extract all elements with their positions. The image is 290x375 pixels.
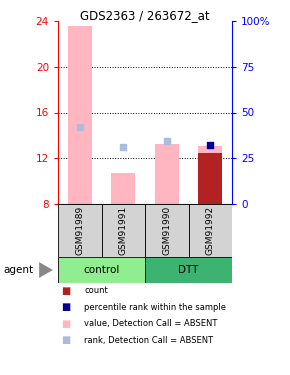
Text: GSM91991: GSM91991 [119, 206, 128, 255]
Point [121, 144, 126, 150]
Bar [198, 146, 222, 204]
Bar [198, 153, 222, 204]
Point [77, 124, 82, 130]
Text: GSM91990: GSM91990 [162, 206, 171, 255]
Text: ■: ■ [61, 302, 70, 312]
Text: DTT: DTT [178, 265, 199, 275]
Text: value, Detection Call = ABSENT: value, Detection Call = ABSENT [84, 319, 218, 328]
Text: control: control [83, 265, 120, 275]
Bar [155, 144, 179, 204]
Text: count: count [84, 286, 108, 295]
Text: GDS2363 / 263672_at: GDS2363 / 263672_at [80, 9, 210, 22]
Text: percentile rank within the sample: percentile rank within the sample [84, 303, 226, 312]
Text: ■: ■ [61, 319, 70, 328]
Point [164, 138, 169, 144]
Polygon shape [39, 262, 53, 278]
Bar [58, 204, 102, 257]
Bar [188, 204, 232, 257]
Bar [145, 257, 232, 283]
Text: GSM91989: GSM91989 [75, 206, 84, 255]
Bar [68, 26, 92, 204]
Bar [58, 257, 145, 283]
Bar [145, 204, 188, 257]
Text: ■: ■ [61, 335, 70, 345]
Text: agent: agent [3, 265, 33, 275]
Bar [111, 173, 135, 204]
Bar [102, 204, 145, 257]
Text: rank, Detection Call = ABSENT: rank, Detection Call = ABSENT [84, 336, 213, 345]
Point [208, 142, 213, 148]
Text: GSM91992: GSM91992 [206, 206, 215, 255]
Text: ■: ■ [61, 286, 70, 296]
